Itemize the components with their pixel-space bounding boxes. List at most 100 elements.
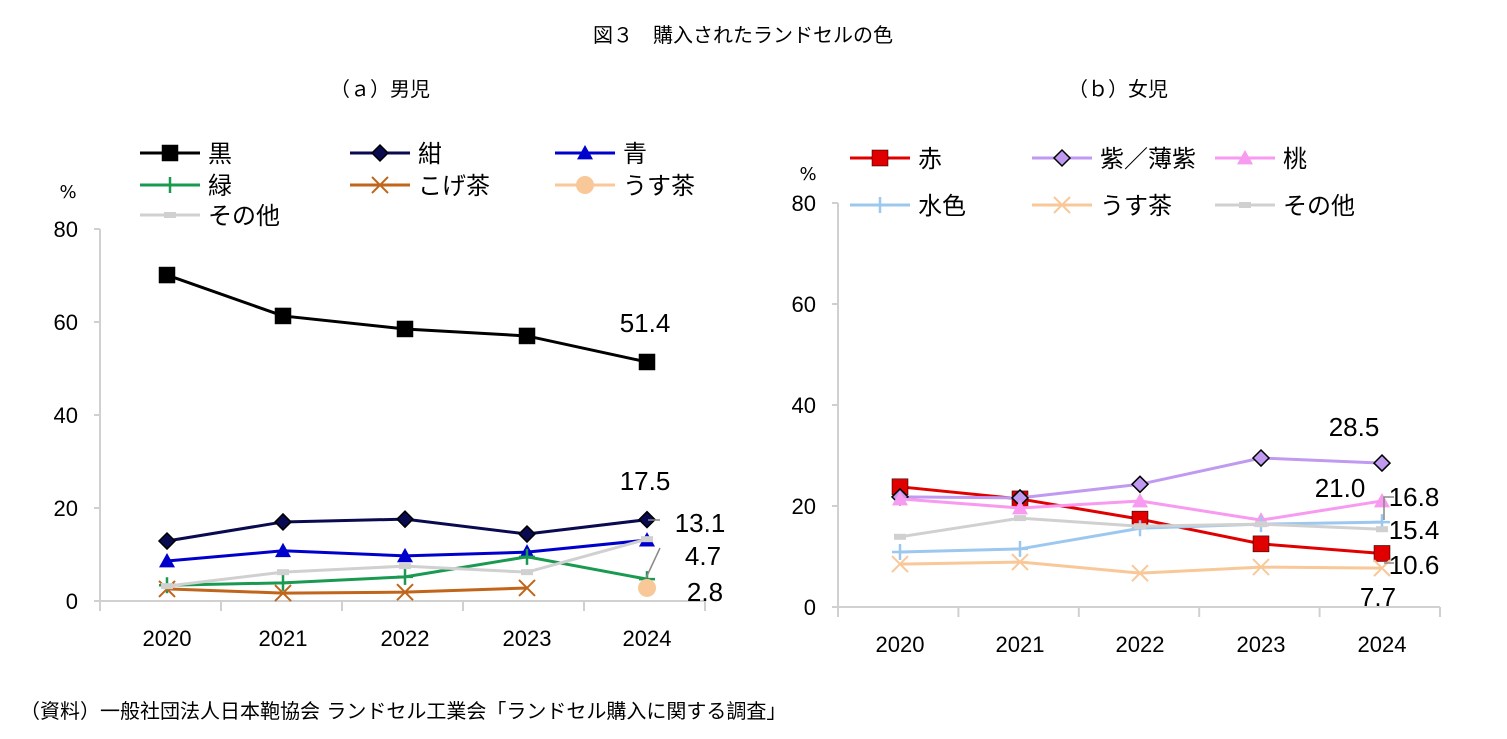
y-tick-label: 80 (792, 191, 816, 216)
data-label: 4.7 (685, 541, 721, 571)
x-tick-label: 2024 (623, 626, 672, 651)
data-point (638, 353, 656, 371)
data-point (395, 510, 415, 529)
y-tick-label: 60 (54, 310, 78, 335)
data-point (637, 510, 657, 529)
data-point (892, 490, 908, 506)
data-point (161, 583, 173, 590)
data-point (1012, 500, 1028, 515)
x-tick-label: 2023 (503, 626, 552, 651)
x-tick-label: 2021 (259, 626, 308, 651)
legend-label: その他 (208, 202, 280, 230)
data-point (1132, 492, 1148, 508)
data-point (1012, 540, 1028, 557)
x-tick-label: 2024 (1358, 632, 1407, 657)
legend-label: 水色 (918, 192, 966, 220)
series-4 (892, 514, 1390, 560)
y-tick-label: 0 (804, 595, 816, 620)
data-point (892, 543, 908, 560)
data-point (397, 547, 413, 563)
data-label: 28.5 (1329, 412, 1380, 442)
chart-a-title: （ａ）男児 (330, 77, 430, 101)
chart-b-title: （ｂ）女児 (1068, 77, 1168, 101)
y-tick-label: 40 (54, 403, 78, 428)
data-point (396, 320, 414, 338)
legend-marker (872, 197, 888, 213)
data-label: 15.4 (1389, 515, 1440, 545)
x-tick-label: 2020 (876, 632, 925, 657)
data-point (518, 579, 536, 597)
legend-marker (576, 176, 594, 194)
figure-title: 図３ 購入されたランドセルの色 (593, 23, 893, 47)
legend-label: 赤 (918, 145, 942, 173)
data-label: 13.1 (675, 508, 726, 538)
legend-label: その他 (1283, 192, 1355, 220)
leader-line (645, 547, 661, 579)
data-point (641, 536, 653, 543)
y-tick-label: 60 (792, 292, 816, 317)
data-point (274, 584, 292, 602)
legend-marker (1237, 150, 1253, 165)
data-point (1130, 475, 1150, 494)
data-label: 51.4 (620, 308, 671, 338)
data-point (521, 569, 533, 576)
series-6 (638, 578, 656, 597)
legend-marker (371, 176, 389, 194)
x-tick-label: 2022 (381, 626, 430, 651)
legend-marker (1053, 196, 1071, 214)
data-point (1134, 523, 1146, 530)
legend-label: うす茶 (1100, 192, 1172, 220)
chart-a: % 0 20 40 60 80 2020 2021 2022 2023 2024 黒 紺 青緑 こげ茶 うす茶… (54, 140, 726, 651)
data-label: 16.8 (1389, 482, 1440, 512)
y-tick-label: 0 (66, 589, 78, 614)
data-point (273, 512, 293, 532)
data-point (396, 583, 414, 601)
legend-label: 桃 (1283, 145, 1307, 173)
data-point (1372, 454, 1392, 473)
data-point (275, 542, 291, 558)
data-label: 10.6 (1389, 550, 1440, 580)
data-label: 17.5 (620, 466, 671, 496)
data-label: 7.7 (1360, 582, 1396, 612)
series-6 (894, 515, 1388, 540)
data-point (159, 553, 175, 568)
series-7 (161, 536, 653, 590)
data-point (399, 563, 411, 570)
legend-marker (871, 149, 889, 167)
chart-b: % 0 20 40 60 80 2020 2021 2022 2023 2024 赤 紫／薄紫 桃水色 うす… (792, 145, 1441, 657)
data-point (158, 266, 176, 284)
series-1 (158, 266, 656, 371)
data-point (517, 524, 537, 544)
data-point (1011, 553, 1029, 571)
legend-label: 紫／薄紫 (1100, 145, 1196, 173)
data-point (157, 531, 177, 551)
y-axis-unit: % (59, 182, 76, 203)
series-line (166, 273, 648, 364)
data-point (1131, 564, 1149, 582)
legend-marker (1052, 148, 1072, 168)
legend-marker (577, 145, 593, 160)
data-point (397, 568, 413, 585)
legend-marker (164, 212, 176, 218)
legend-label: 黒 (208, 140, 232, 168)
series-5 (891, 553, 1391, 582)
legend-label: うす茶 (623, 172, 695, 200)
legend-marker (1239, 202, 1251, 208)
legend-label: 紺 (418, 140, 442, 168)
legend-label: 緑 (208, 172, 232, 200)
leader-line (1383, 496, 1394, 520)
data-point (1255, 521, 1267, 528)
legend-marker (370, 143, 390, 163)
data-label: 21.0 (1315, 473, 1366, 503)
x-tick-label: 2023 (1237, 632, 1286, 657)
series-3 (159, 532, 655, 568)
x-tick-label: 2021 (996, 632, 1045, 657)
series-2 (890, 448, 1392, 507)
y-tick-label: 20 (792, 494, 816, 519)
series-2 (157, 510, 657, 551)
data-point (519, 548, 535, 565)
data-point (1252, 558, 1270, 576)
x-tick-label: 2022 (1116, 632, 1165, 657)
series-line (166, 586, 528, 595)
